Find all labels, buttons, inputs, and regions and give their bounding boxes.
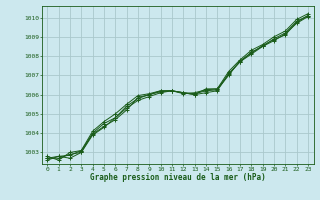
X-axis label: Graphe pression niveau de la mer (hPa): Graphe pression niveau de la mer (hPa) (90, 173, 266, 182)
